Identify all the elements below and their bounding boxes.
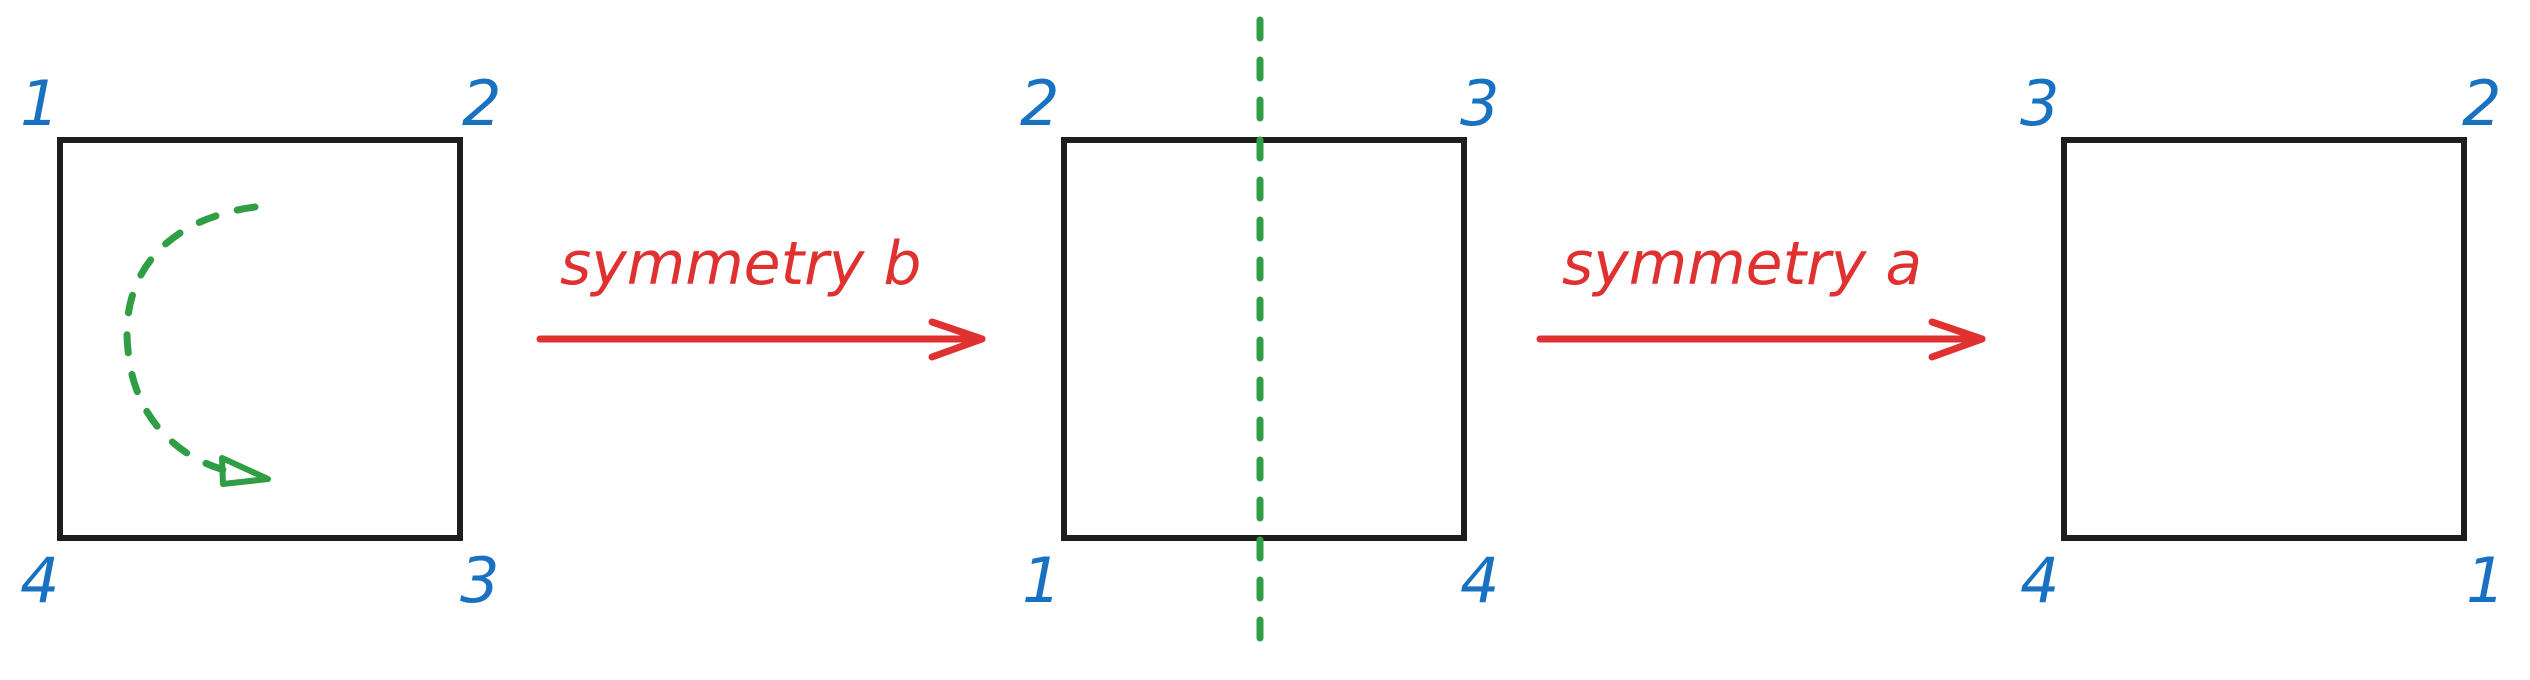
curved-dashed-arrow-icon [123,203,271,487]
transform-label-a: symmetry a [1562,229,1922,299]
corner-label-bottom-right: 1 [2466,544,2505,617]
corner-label-top-right: 2 [462,67,501,140]
square-after-symmetry-b: 2 3 1 4 [1020,16,1499,644]
square-original: 1 2 4 3 [20,67,501,617]
corner-label-top-left: 2 [1020,67,1059,140]
square-outline [2061,137,2467,541]
transform-arrow-b: symmetry b [536,229,986,361]
transform-label-b: symmetry b [560,229,921,299]
square-outline [57,137,463,541]
corner-label-top-left: 1 [20,67,59,140]
corner-label-bottom-right: 4 [1460,544,1499,617]
corner-label-top-right: 3 [1460,67,1499,140]
corner-label-top-right: 2 [2462,67,2501,140]
corner-label-bottom-left: 4 [2020,544,2059,617]
corner-label-bottom-right: 3 [460,544,499,617]
right-arrow-icon [1536,318,1986,361]
corner-label-top-left: 3 [2020,67,2059,140]
corner-label-bottom-left: 1 [1022,544,1061,617]
transform-arrow-a: symmetry a [1536,229,1986,361]
square-after-symmetry-a: 3 2 4 1 [2020,67,2505,617]
corner-label-bottom-left: 4 [20,544,59,617]
square-outline [1061,137,1467,541]
right-arrow-icon [536,318,986,361]
